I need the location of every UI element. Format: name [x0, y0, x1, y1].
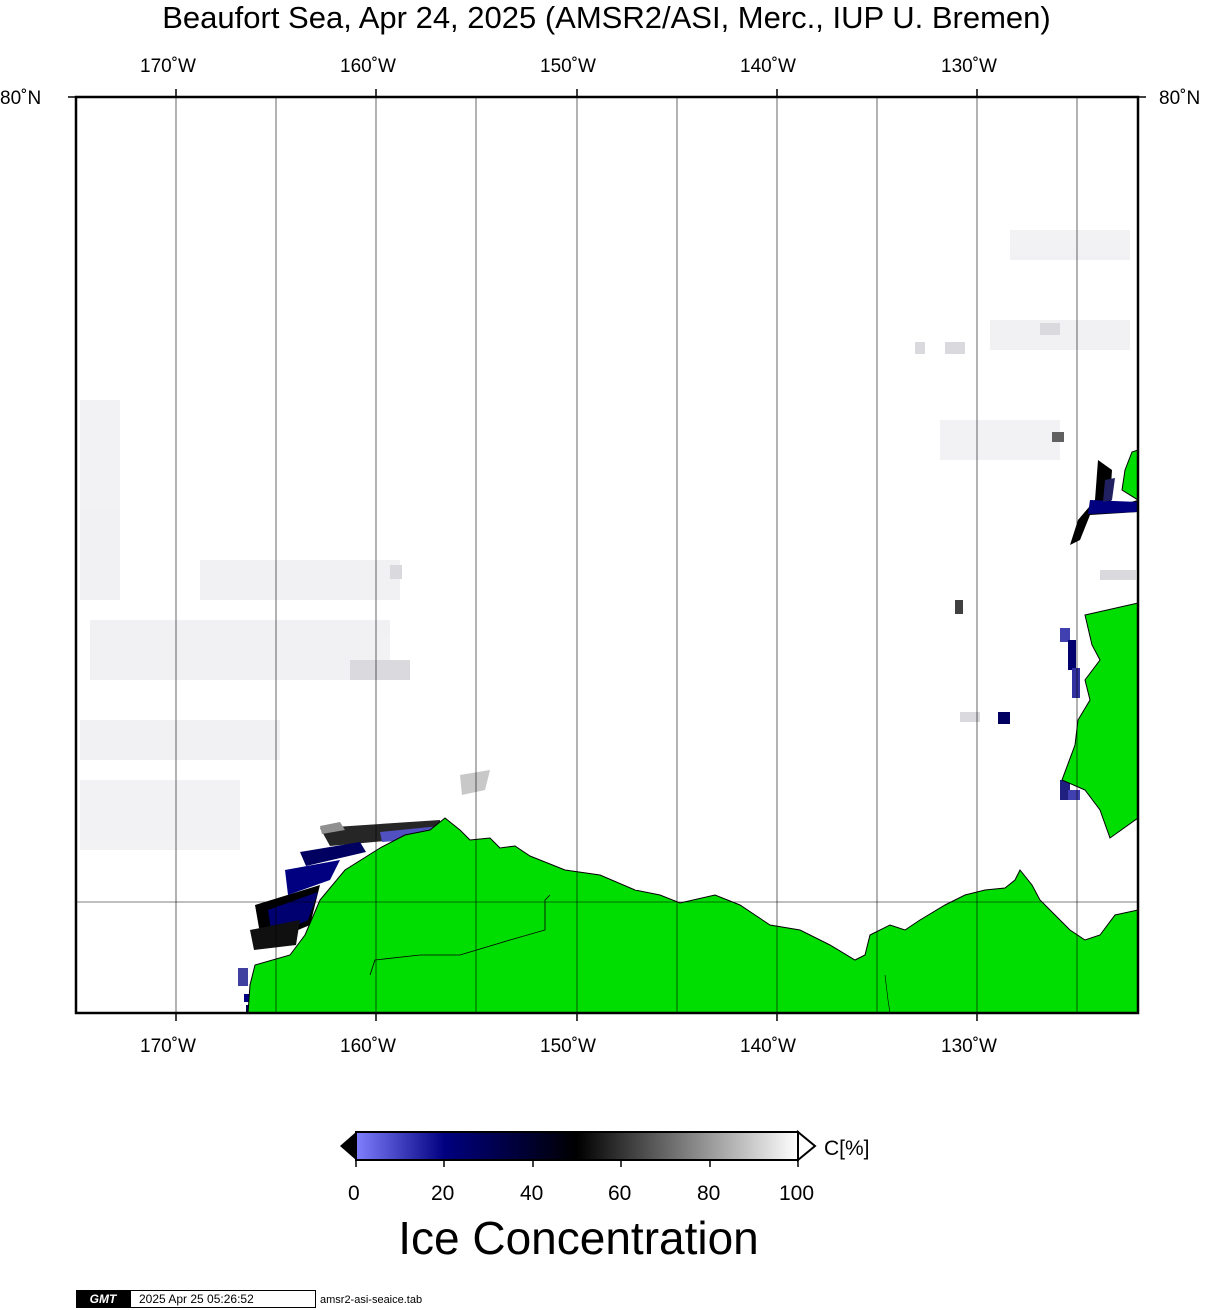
bottom-lon-label-160w: 160˚W — [340, 1036, 396, 1057]
land-north-america — [247, 817, 1138, 1013]
colorbar-unit-label: C[%] — [824, 1137, 870, 1160]
colorbar-tick-0: 0 — [348, 1182, 360, 1205]
top-lon-label-160w: 160˚W — [340, 56, 396, 77]
map-title: Beaufort Sea, Apr 24, 2025 (AMSR2/ASI, M… — [162, 0, 1051, 35]
ice-edge-east — [955, 432, 1138, 800]
colorbar-low-arrow — [340, 1132, 356, 1160]
land-banks-island — [1121, 449, 1138, 501]
footer-filename: amsr2-asi-seaice.tab — [320, 1294, 423, 1306]
bottom-lon-label-150w: 150˚W — [540, 1036, 596, 1057]
map-frame — [74, 95, 1140, 1015]
ice-speckles — [350, 323, 1136, 722]
frame-ticks — [68, 89, 1146, 1021]
footer-timestamp: 2025 Apr 25 05:26:52 — [130, 1290, 316, 1308]
ice-texture — [80, 230, 1130, 850]
top-lon-label-150w: 150˚W — [540, 56, 596, 77]
gmt-logo: GMT — [76, 1290, 130, 1308]
colorbar-tick-20: 20 — [431, 1182, 455, 1205]
legend-title: Ice Concentration — [398, 1212, 759, 1264]
top-lon-label-170w: 170˚W — [140, 56, 196, 77]
graticule — [76, 97, 1138, 1013]
lat-label-right: 80˚N — [1159, 88, 1201, 109]
colorbar-tick-100: 100 — [779, 1182, 815, 1205]
lat-label-left: 80˚N — [0, 88, 42, 109]
colorbar-tick-40: 40 — [520, 1182, 544, 1205]
top-lon-label-140w: 140˚W — [740, 56, 796, 77]
colorbar-high-arrow — [797, 1129, 817, 1163]
bottom-lon-label-140w: 140˚W — [740, 1036, 796, 1057]
boundary-line — [369, 894, 551, 976]
colorbar-tick-60: 60 — [608, 1182, 632, 1205]
colorbar-tick-80: 80 — [697, 1182, 721, 1205]
bottom-lon-label-170w: 170˚W — [140, 1036, 196, 1057]
map-area — [76, 97, 1138, 1013]
bottom-lon-label-130w: 130˚W — [941, 1036, 997, 1057]
colorbar — [340, 1129, 817, 1167]
land-nwt-coast — [1061, 602, 1138, 839]
top-lon-label-130w: 130˚W — [941, 56, 997, 77]
